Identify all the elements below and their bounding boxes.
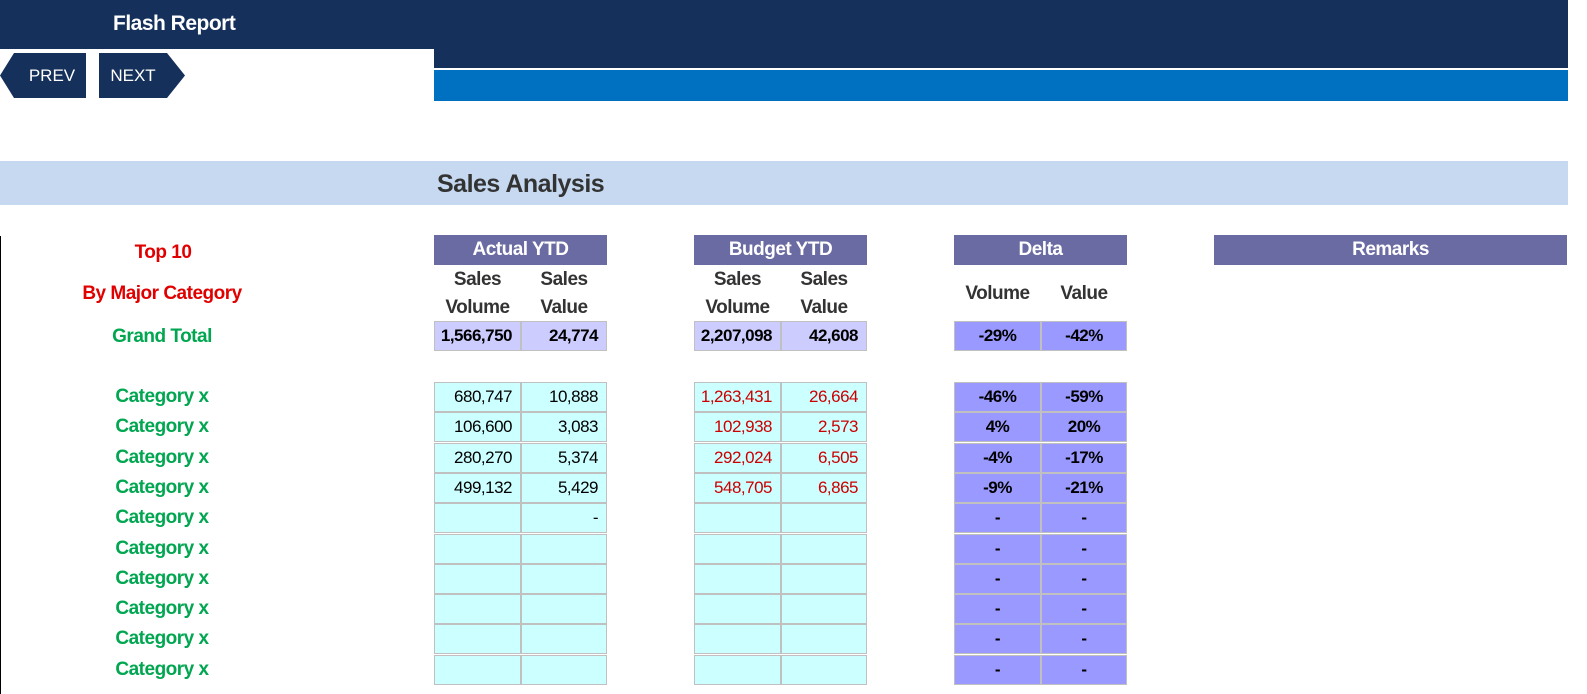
delta-value-cell: -21% (1041, 473, 1127, 503)
delta-volume-cell: -4% (954, 443, 1041, 473)
delta-value-cell: - (1041, 655, 1127, 685)
left-border-line (0, 236, 1, 694)
delta-value-cell: - (1041, 534, 1127, 564)
category-label: Category x (115, 628, 209, 649)
budget-volume-cell (694, 624, 781, 654)
budget-value-cell: 6,505 (781, 443, 867, 473)
budget-ytd-header: Budget YTD (694, 235, 867, 265)
actual-value-cell (521, 534, 607, 564)
actual-volume-cell (434, 624, 521, 654)
delta-volume-cell: - (954, 534, 1041, 564)
actual-value-cell (521, 655, 607, 685)
prev-button[interactable]: PREV (0, 53, 86, 98)
budget-value-cell (781, 655, 867, 685)
category-label: Category x (115, 477, 209, 498)
budget-value-cell (781, 564, 867, 594)
grand-total-budget-volume: 2,207,098 (694, 321, 781, 351)
budget-volume-cell (694, 655, 781, 685)
category-label: Category x (115, 447, 209, 468)
header-accent-bar (434, 70, 1568, 101)
actual-sales-value-header: Sales Value (540, 269, 588, 318)
category-label: Category x (115, 538, 209, 559)
budget-value-cell: 6,865 (781, 473, 867, 503)
actual-value-cell: 3,083 (521, 412, 607, 442)
category-label: Category x (115, 416, 209, 437)
category-label: Category x (115, 386, 209, 407)
actual-value-cell (521, 564, 607, 594)
budget-value-cell (781, 534, 867, 564)
delta-value-cell: - (1041, 564, 1127, 594)
section-title: Sales Analysis (437, 170, 605, 198)
delta-value-cell: - (1041, 594, 1127, 624)
budget-volume-cell: 1,263,431 (694, 382, 781, 412)
actual-value-cell: - (521, 503, 607, 533)
delta-value-cell: 20% (1041, 412, 1127, 442)
delta-volume-cell: - (954, 624, 1041, 654)
actual-value-cell (521, 624, 607, 654)
header-bar (0, 0, 1568, 49)
delta-volume-cell: -46% (954, 382, 1041, 412)
actual-volume-cell: 680,747 (434, 382, 521, 412)
delta-value-cell: -59% (1041, 382, 1127, 412)
delta-volume-cell: - (954, 503, 1041, 533)
actual-ytd-header: Actual YTD (434, 235, 607, 265)
delta-volume-header: Volume (965, 283, 1030, 304)
delta-value-cell: - (1041, 503, 1127, 533)
actual-value-cell: 5,429 (521, 473, 607, 503)
delta-volume-cell: - (954, 564, 1041, 594)
budget-volume-cell: 102,938 (694, 412, 781, 442)
grand-total-budget-value: 42,608 (781, 321, 867, 351)
budget-value-cell: 26,664 (781, 382, 867, 412)
budget-sales-volume-header: Sales Volume (705, 269, 770, 318)
grand-total-label: Grand Total (112, 326, 212, 347)
actual-value-cell (521, 594, 607, 624)
actual-value-cell: 5,374 (521, 443, 607, 473)
grand-total-delta-volume: -29% (954, 321, 1041, 351)
header-right-band (434, 49, 1568, 68)
actual-volume-cell (434, 594, 521, 624)
category-label: Category x (115, 507, 209, 528)
category-label: Category x (115, 598, 209, 619)
actual-volume-cell (434, 655, 521, 685)
actual-value-cell: 10,888 (521, 382, 607, 412)
actual-volume-cell (434, 503, 521, 533)
budget-volume-cell: 548,705 (694, 473, 781, 503)
delta-value-header: Value (1060, 283, 1108, 304)
delta-volume-cell: -9% (954, 473, 1041, 503)
actual-volume-cell: 280,270 (434, 443, 521, 473)
actual-volume-cell: 499,132 (434, 473, 521, 503)
grand-total-actual-volume: 1,566,750 (434, 321, 521, 351)
delta-volume-cell: 4% (954, 412, 1041, 442)
category-label: Category x (115, 659, 209, 680)
budget-value-cell: 2,573 (781, 412, 867, 442)
budget-volume-cell (694, 534, 781, 564)
budget-volume-cell (694, 564, 781, 594)
budget-volume-cell (694, 594, 781, 624)
delta-header: Delta (954, 235, 1127, 265)
delta-volume-cell: - (954, 655, 1041, 685)
section-band (0, 161, 1568, 205)
next-button[interactable]: NEXT (99, 53, 185, 98)
budget-volume-cell (694, 503, 781, 533)
category-label: Category x (115, 568, 209, 589)
budget-value-cell (781, 624, 867, 654)
actual-volume-cell: 106,600 (434, 412, 521, 442)
grand-total-actual-value: 24,774 (521, 321, 607, 351)
actual-volume-cell (434, 534, 521, 564)
budget-sales-value-header: Sales Value (800, 269, 848, 318)
actual-volume-cell (434, 564, 521, 594)
budget-value-cell (781, 503, 867, 533)
delta-value-cell: -17% (1041, 443, 1127, 473)
top10-label: Top 10 (134, 242, 192, 263)
grand-total-delta-value: -42% (1041, 321, 1127, 351)
app-title: Flash Report (113, 12, 236, 35)
delta-volume-cell: - (954, 594, 1041, 624)
budget-volume-cell: 292,024 (694, 443, 781, 473)
delta-value-cell: - (1041, 624, 1127, 654)
by-major-category-label: By Major Category (82, 283, 242, 304)
budget-value-cell (781, 594, 867, 624)
actual-sales-volume-header: Sales Volume (445, 269, 510, 318)
remarks-header: Remarks (1214, 235, 1567, 265)
